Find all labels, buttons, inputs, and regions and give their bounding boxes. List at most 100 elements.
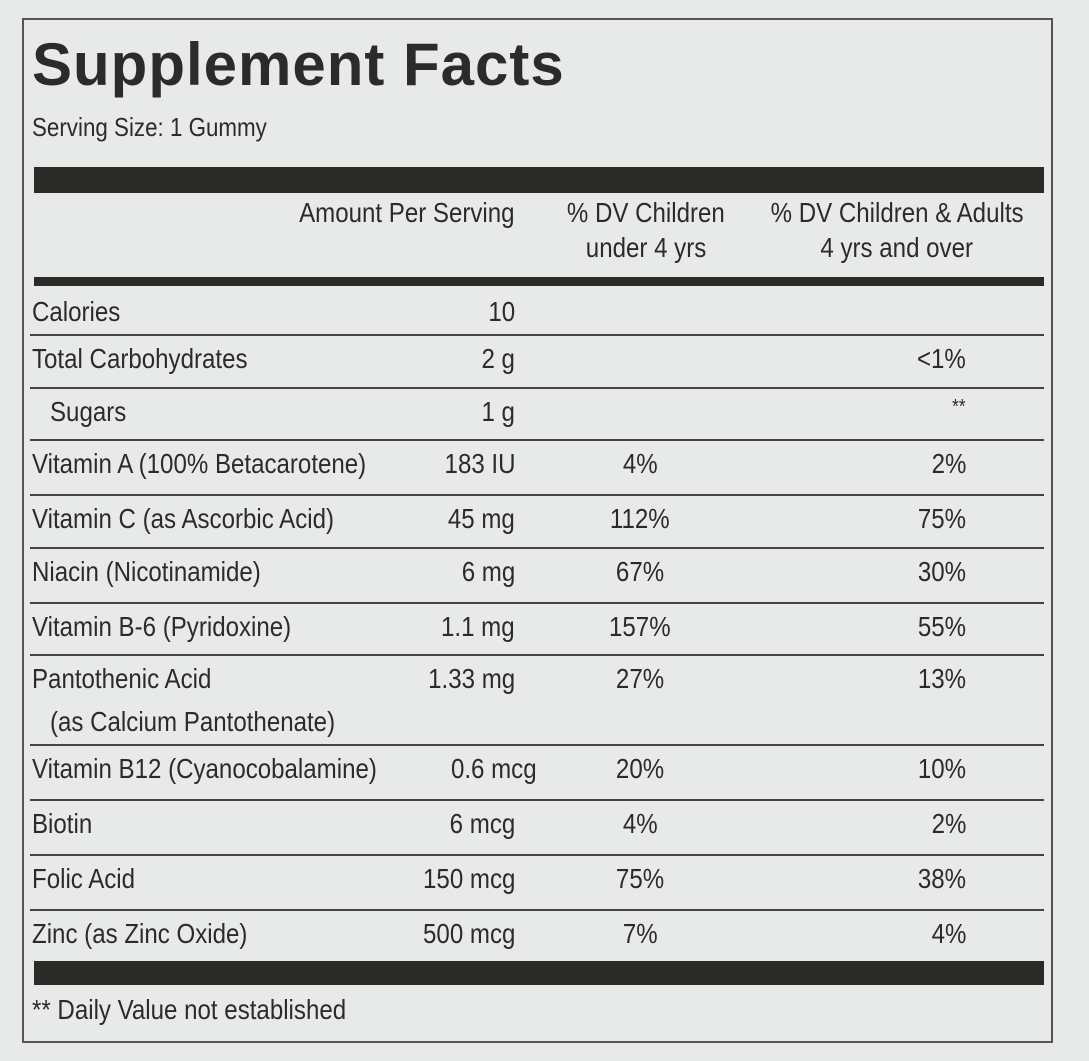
serving-size: Serving Size: 1 Gummy: [32, 112, 267, 142]
row-divider: [30, 387, 1044, 389]
footnote: ** Daily Value not established: [32, 994, 347, 1025]
dv-child-cell: 20%: [490, 753, 790, 785]
amount-cell: 1.1 mg: [429, 611, 515, 643]
dv-adult: 10%: [917, 753, 966, 784]
amount-cell: 6 mcg: [439, 808, 515, 840]
header-dv-child: under 4 yrs: [585, 232, 707, 263]
dv-child: 20%: [615, 753, 665, 784]
nutrient-name: Vitamin C (as Ascorbic Acid): [32, 503, 335, 534]
nutrient-note-cell: (as Calcium Pantothenate): [50, 706, 382, 738]
amount-cell: 45 mg: [437, 503, 515, 535]
dv-adult: 4%: [931, 918, 966, 949]
nutrient-name-cell: Sugars: [50, 396, 139, 428]
dv-adult-cell: <1%: [909, 343, 966, 375]
dv-adult-cell: 75%: [910, 503, 966, 535]
nutrient-name: Biotin: [32, 808, 93, 839]
amount: 500 mcg: [422, 918, 515, 949]
dv-adult-cell: 4%: [926, 918, 966, 950]
header-dv-adult: % DV Children & Adults: [770, 197, 1024, 228]
amount: 10: [488, 296, 515, 327]
row-divider: [30, 854, 1044, 856]
dv-adult-cell: 38%: [910, 863, 966, 895]
header-amount: Amount Per Serving: [299, 197, 515, 228]
dv-adult-cell: 13%: [910, 663, 966, 695]
nutrient-name-cell: Vitamin B12 (Cyanocobalamine): [32, 753, 433, 785]
amount: 150 mcg: [422, 863, 515, 894]
dv-child: 67%: [615, 556, 665, 587]
dv-adult-cell: **: [950, 396, 966, 419]
dv-adult-cell: 30%: [910, 556, 966, 588]
nutrient-name: Pantothenic Acid: [32, 663, 212, 694]
amount: 183 IU: [444, 448, 515, 479]
amount: 1 g: [481, 396, 515, 427]
nutrient-name: Folic Acid: [32, 863, 136, 894]
row-divider: [30, 439, 1044, 441]
dv-child-cell: 67%: [490, 556, 790, 588]
amount-cell: 150 mcg: [408, 863, 515, 895]
header-dv-adult: 4 yrs and over: [820, 232, 974, 263]
dv-adult: 2%: [931, 808, 966, 839]
row-divider: [30, 799, 1044, 801]
dv-adult: 13%: [917, 663, 966, 694]
nutrient-name: Niacin (Nicotinamide): [32, 556, 261, 587]
amount-cell: 500 mcg: [408, 918, 515, 950]
dv-child-cell: 4%: [490, 808, 790, 840]
nutrient-note: (as Calcium Pantothenate): [50, 706, 336, 737]
nutrient-name-cell: Total Carbohydrates: [32, 343, 283, 375]
thick-bar: [34, 961, 1044, 985]
row-divider: [30, 334, 1044, 336]
dv-child: 4%: [622, 808, 658, 839]
dv-adult: 30%: [917, 556, 966, 587]
row-divider: [30, 547, 1044, 549]
header-dv-adult-cell: 4 yrs and over: [747, 232, 1047, 264]
nutrient-name-cell: Zinc (as Zinc Oxide): [32, 918, 283, 950]
amount: 1.33 mg: [427, 663, 515, 694]
nutrient-name: Vitamin B-6 (Pyridoxine): [32, 611, 292, 642]
dv-child-cell: 75%: [490, 863, 790, 895]
nutrient-name: Zinc (as Zinc Oxide): [32, 918, 248, 949]
dv-child-cell: 112%: [490, 503, 790, 535]
nutrient-name: Sugars: [50, 396, 127, 427]
nutrient-name-cell: Pantothenic Acid: [32, 663, 241, 695]
header-dv-child: % DV Children: [567, 197, 725, 228]
amount-cell: 1.33 mg: [414, 663, 515, 695]
dv-child-cell: 4%: [490, 448, 790, 480]
header-dv-child-cell: under 4 yrs: [496, 232, 796, 264]
nutrient-name-cell: Vitamin A (100% Betacarotene): [32, 448, 421, 480]
amount: 6 mg: [461, 556, 515, 587]
thick-bar: [34, 167, 1044, 193]
dv-child-cell: 157%: [490, 611, 790, 643]
amount-cell: 6 mg: [453, 556, 515, 588]
nutrient-name: Vitamin B12 (Cyanocobalamine): [32, 753, 377, 784]
dv-adult: 38%: [917, 863, 966, 894]
footnote-cell: ** Daily Value not established: [32, 994, 397, 1026]
row-divider: [30, 744, 1044, 746]
header-amount-cell: Amount Per Serving: [264, 197, 515, 229]
header-dv-child-cell: % DV Children: [496, 197, 796, 229]
nutrient-name: Total Carbohydrates: [32, 343, 248, 374]
nutrient-name-cell: Biotin: [32, 808, 102, 840]
label-border: [22, 18, 1053, 1043]
dv-child-cell: 27%: [490, 663, 790, 695]
amount-cell: 1 g: [476, 396, 515, 428]
amount-cell: 0.6 mcg: [437, 753, 537, 785]
nutrient-name: Calories: [32, 296, 121, 327]
amount-cell: 10: [484, 296, 515, 328]
dv-child: 157%: [609, 611, 671, 642]
title: Supplement Facts: [32, 31, 565, 98]
dv-adult-cell: 55%: [910, 611, 966, 643]
dv-adult: 75%: [917, 503, 966, 534]
nutrient-name-cell: Folic Acid: [32, 863, 152, 895]
amount: 45 mg: [448, 503, 515, 534]
amount: 2 g: [481, 343, 515, 374]
thick-rule: [34, 277, 1044, 286]
row-divider: [30, 654, 1044, 656]
amount: 0.6 mcg: [451, 753, 537, 784]
dv-adult: **: [952, 396, 966, 418]
row-divider: [30, 909, 1044, 911]
nutrient-name-cell: Vitamin B-6 (Pyridoxine): [32, 611, 333, 643]
dv-child: 4%: [622, 448, 658, 479]
row-divider: [30, 494, 1044, 496]
dv-adult-cell: 10%: [910, 753, 966, 785]
dv-child: 7%: [622, 918, 658, 949]
